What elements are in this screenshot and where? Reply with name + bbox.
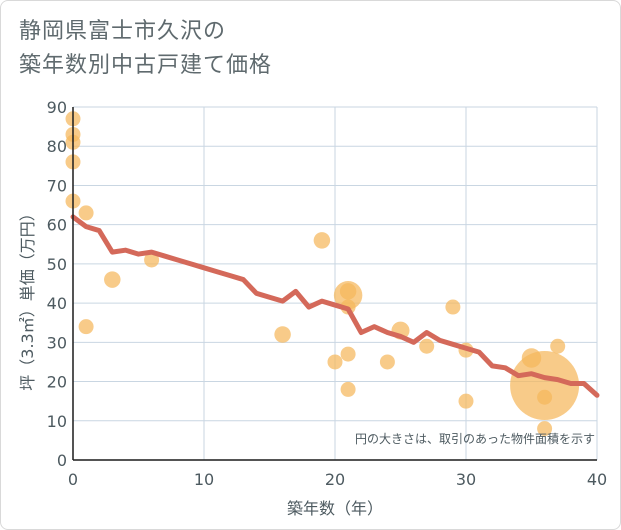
- y-tick-labels: 0 10 20 30 40 50 60 70 80 90: [47, 98, 67, 470]
- chart-title: 静岡県富士市久沢の 築年数別中古戸建て価格: [19, 15, 272, 83]
- y-tick-label-7: 70: [47, 176, 67, 195]
- size-note: 円の大きさは、取引のあった物件面積を示す: [355, 431, 595, 446]
- bubble-point-5: [78, 205, 94, 221]
- x-tick-label-1: 10: [194, 470, 214, 489]
- bubble-point-22: [458, 393, 474, 409]
- y-tick-label-4: 40: [47, 294, 67, 313]
- bubble-point-25: [537, 389, 553, 405]
- x-tick-labels: 0 10 20 30 40: [68, 470, 607, 489]
- bubble-point-27: [550, 338, 566, 354]
- chart-title-line-1: 静岡県富士市久沢の: [19, 19, 227, 44]
- axes: [72, 107, 597, 461]
- bubble-point-20: [445, 299, 461, 315]
- bubble-point-9: [274, 326, 291, 343]
- bubble-point-19: [419, 338, 435, 354]
- bubble-point-10: [313, 232, 331, 249]
- bubble-point-13: [333, 281, 363, 310]
- grid-lines: [73, 106, 598, 460]
- x-axis-label: 築年数（年）: [287, 499, 383, 518]
- y-tick-label-1: 10: [47, 412, 67, 431]
- bubble-point-16: [340, 381, 356, 397]
- y-tick-label-3: 30: [47, 333, 67, 352]
- bubble-point-24: [510, 350, 580, 420]
- bubble-point-11: [327, 354, 343, 370]
- y-tick-label-2: 20: [47, 373, 67, 392]
- chart-title-line-2: 築年数別中古戸建て価格: [19, 53, 273, 78]
- y-axis-label: 坪（3.3㎡）単価（万円）: [18, 205, 37, 390]
- bubble-point-6: [78, 319, 94, 335]
- y-tick-label-9: 90: [47, 98, 67, 117]
- bubble-point-8: [144, 252, 160, 268]
- trend-line: [70, 214, 600, 398]
- x-tick-label-0: 0: [68, 470, 78, 489]
- x-tick-label-2: 20: [325, 470, 345, 489]
- bubble-point-15: [340, 346, 356, 362]
- bubble-point-7: [104, 271, 121, 288]
- bubble-layer: [65, 111, 580, 437]
- y-tick-label-0: 0: [57, 451, 67, 470]
- y-tick-label-5: 50: [47, 255, 67, 274]
- y-tick-label-6: 60: [47, 216, 67, 235]
- x-tick-label-3: 30: [456, 470, 476, 489]
- x-tick-label-4: 40: [587, 470, 607, 489]
- y-tick-label-8: 80: [47, 137, 67, 156]
- bubble-point-26: [537, 421, 553, 437]
- bubble-point-17: [379, 354, 395, 370]
